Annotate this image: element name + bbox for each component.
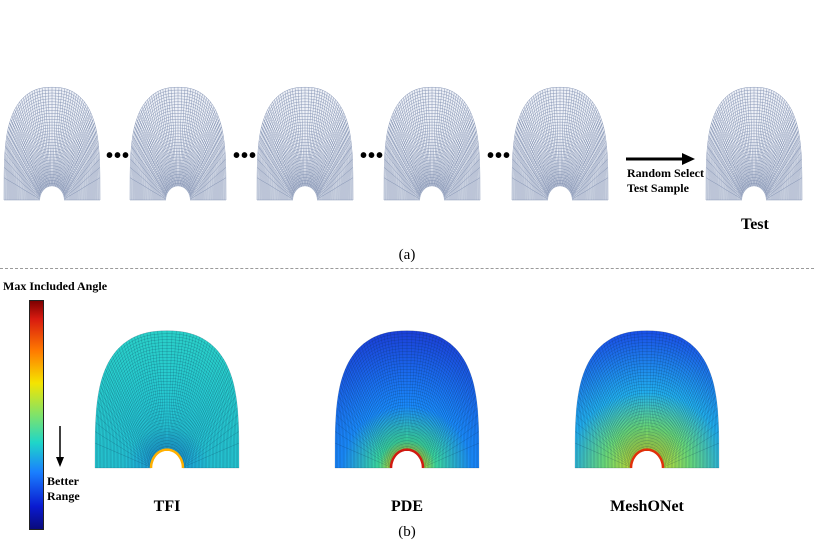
section-divider: [0, 268, 814, 269]
caption-b: (b): [398, 524, 416, 540]
test-label: Test: [741, 216, 769, 233]
method-label-pde: PDE: [391, 498, 423, 515]
arrow-label-line1: Random Select: [627, 166, 704, 180]
training-mesh-3: [256, 86, 354, 201]
ellipsis-2: •••: [233, 145, 258, 167]
tfi-mesh: [94, 330, 240, 469]
down-arrow-icon: [56, 426, 64, 467]
colorbar-note-line2: Range: [47, 489, 80, 503]
training-mesh-2: [129, 86, 227, 201]
colorbar-note-line1: Better: [47, 474, 79, 488]
pde-mesh: [334, 330, 480, 469]
training-mesh-5: [511, 86, 609, 201]
ellipsis-4: •••: [487, 145, 512, 167]
method-label-meshonet: MeshONet: [610, 498, 684, 515]
test-mesh: [705, 86, 803, 201]
colorbar: [29, 300, 44, 530]
training-mesh-1: [3, 86, 101, 201]
method-label-tfi: TFI: [153, 498, 181, 515]
right-arrow-icon: [626, 153, 695, 165]
ellipsis-3: •••: [360, 145, 385, 167]
caption-a: (a): [398, 247, 416, 263]
training-mesh-4: [383, 86, 481, 201]
arrow-label-line2: Test Sample: [627, 181, 689, 195]
ellipsis-1: •••: [106, 145, 131, 167]
colorbar-title: Max Included Angle: [3, 279, 108, 293]
meshonet-mesh: [574, 330, 720, 469]
